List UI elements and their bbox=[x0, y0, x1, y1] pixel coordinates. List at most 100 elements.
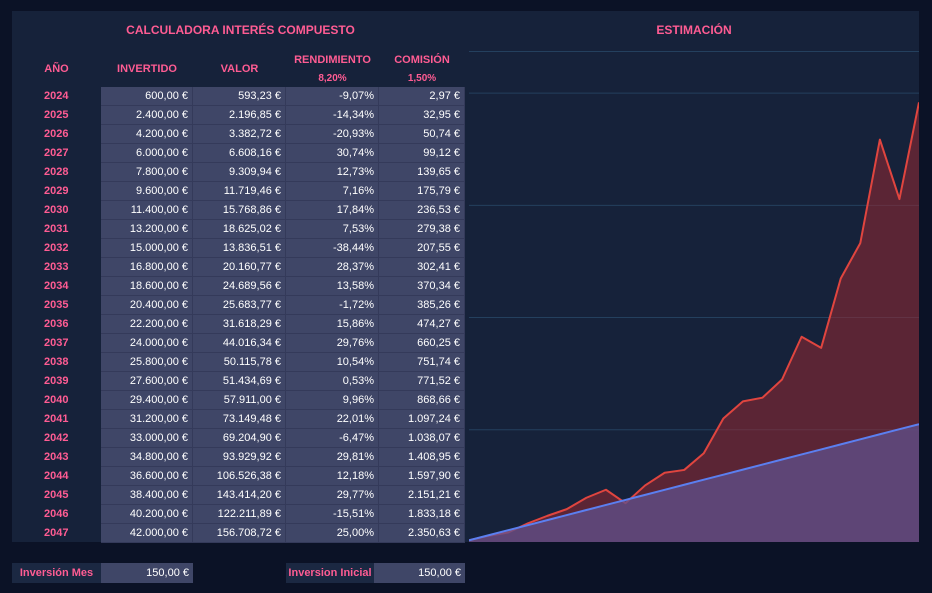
yield-cell: 0,53% bbox=[286, 372, 379, 391]
yield-cell: 9,96% bbox=[286, 391, 379, 410]
table-row: 2028 7.800,00 €9.309,94 €12,73% 139,65 € bbox=[12, 163, 465, 182]
table-row: 2025 2.400,00 €2.196,85 € -14,34% 32,95 € bbox=[12, 106, 465, 125]
invested-cell: 13.200,00 € bbox=[101, 220, 193, 239]
commission-cell: 385,26 € bbox=[379, 296, 465, 315]
yield-cell: -1,72% bbox=[286, 296, 379, 315]
value-cell: 25.683,77 € bbox=[193, 296, 286, 315]
value-cell: 57.911,00 € bbox=[193, 391, 286, 410]
yield-cell: -20,93% bbox=[286, 125, 379, 144]
table-row: 2046 40.200,00 €122.211,89 € -15,51% 1.833,… bbox=[12, 505, 465, 524]
invested-cell: 34.800,00 € bbox=[101, 448, 193, 467]
invested-cell: 20.400,00 € bbox=[101, 296, 193, 315]
invested-series-line bbox=[469, 423, 919, 542]
year-cell: 2033 bbox=[44, 261, 69, 273]
invested-cell: 29.400,00 € bbox=[101, 391, 193, 410]
value-series-line bbox=[469, 102, 919, 542]
commission-cell: 2,97 € bbox=[379, 87, 465, 106]
table-row: 2040 29.400,00 €57.911,00 €9,96% 868,66 € bbox=[12, 391, 465, 410]
yield-cell: 12,73% bbox=[286, 163, 379, 182]
yield-cell: 13,58% bbox=[286, 277, 379, 296]
year-cell: 2043 bbox=[44, 451, 69, 463]
yield-cell: -15,51% bbox=[286, 505, 379, 524]
yield-cell: 25,00% bbox=[286, 524, 379, 543]
yield-cell: -38,44% bbox=[286, 239, 379, 258]
year-cell: 2044 bbox=[44, 470, 69, 482]
year-cell: 2045 bbox=[44, 489, 69, 501]
value-cell: 44.016,34 € bbox=[193, 334, 286, 353]
table-row: 2026 4.200,00 €3.382,72 € -20,93% 50,74 € bbox=[12, 125, 465, 144]
invested-cell: 600,00 € bbox=[101, 87, 193, 106]
initial-investment-input[interactable]: 150,00 € bbox=[374, 563, 465, 583]
commission-cell: 474,27 € bbox=[379, 315, 465, 334]
year-cell: 2040 bbox=[44, 394, 69, 406]
value-cell: 50.115,78 € bbox=[193, 353, 286, 372]
header-invested: INVERTIDO bbox=[117, 63, 177, 75]
yield-cell: 7,16% bbox=[286, 182, 379, 201]
table-row: 2043 34.800,00 €93.929,92 €29,81% 1.408,95… bbox=[12, 448, 465, 467]
monthly-investment-input[interactable]: 150,00 € bbox=[101, 563, 193, 583]
commission-cell: 175,79 € bbox=[379, 182, 465, 201]
year-cell: 2042 bbox=[44, 432, 69, 444]
invested-cell: 7.800,00 € bbox=[101, 163, 193, 182]
value-cell: 18.625,02 € bbox=[193, 220, 286, 239]
table-row: 2031 13.200,00 €18.625,02 €7,53% 279,38 € bbox=[12, 220, 465, 239]
commission-cell: 1.833,18 € bbox=[379, 505, 465, 524]
value-cell: 93.929,92 € bbox=[193, 448, 286, 467]
invested-cell: 4.200,00 € bbox=[101, 125, 193, 144]
invested-cell: 31.200,00 € bbox=[101, 410, 193, 429]
monthly-investment-label: Inversión Mes bbox=[12, 563, 101, 583]
table-row: 2039 27.600,00 €51.434,69 €0,53% 771,52 € bbox=[12, 372, 465, 391]
invested-cell: 18.600,00 € bbox=[101, 277, 193, 296]
value-cell: 13.836,51 € bbox=[193, 239, 286, 258]
table-row: 2036 22.200,00 €31.618,29 €15,86% 474,27 € bbox=[12, 315, 465, 334]
table-row: 2024 600,00 €593,23 € -9,07% 2,97 € bbox=[12, 87, 465, 106]
yield-cell: -6,47% bbox=[286, 429, 379, 448]
invested-cell: 22.200,00 € bbox=[101, 315, 193, 334]
value-cell: 3.382,72 € bbox=[193, 125, 286, 144]
commission-cell: 236,53 € bbox=[379, 201, 465, 220]
value-cell: 11.719,46 € bbox=[193, 182, 286, 201]
yield-cell: 17,84% bbox=[286, 201, 379, 220]
invested-cell: 6.000,00 € bbox=[101, 144, 193, 163]
value-cell: 106.526,38 € bbox=[193, 467, 286, 486]
invested-cell: 2.400,00 € bbox=[101, 106, 193, 125]
value-cell: 20.160,77 € bbox=[193, 258, 286, 277]
commission-cell: 771,52 € bbox=[379, 372, 465, 391]
commission-cell: 32,95 € bbox=[379, 106, 465, 125]
commission-cell: 1.038,07 € bbox=[379, 429, 465, 448]
yield-cell: 29,77% bbox=[286, 486, 379, 505]
commission-cell: 1.097,24 € bbox=[379, 410, 465, 429]
value-cell: 6.608,16 € bbox=[193, 144, 286, 163]
year-cell: 2036 bbox=[44, 318, 69, 330]
invested-cell: 9.600,00 € bbox=[101, 182, 193, 201]
value-cell: 31.618,29 € bbox=[193, 315, 286, 334]
commission-cell: 1.408,95 € bbox=[379, 448, 465, 467]
table-row: 2038 25.800,00 €50.115,78 €10,54% 751,74 € bbox=[12, 353, 465, 372]
value-cell: 156.708,72 € bbox=[193, 524, 286, 543]
year-cell: 2047 bbox=[44, 527, 69, 539]
commission-cell: 868,66 € bbox=[379, 391, 465, 410]
year-cell: 2032 bbox=[44, 242, 69, 254]
yield-cell: 30,74% bbox=[286, 144, 379, 163]
value-cell: 15.768,86 € bbox=[193, 201, 286, 220]
value-cell: 143.414,20 € bbox=[193, 486, 286, 505]
year-cell: 2028 bbox=[44, 166, 69, 178]
table-row: 2032 15.000,00 €13.836,51 € -38,44% 207,55 … bbox=[12, 239, 465, 258]
value-cell: 2.196,85 € bbox=[193, 106, 286, 125]
year-cell: 2035 bbox=[44, 299, 69, 311]
invested-cell: 33.000,00 € bbox=[101, 429, 193, 448]
yield-cell: 10,54% bbox=[286, 353, 379, 372]
invested-cell: 42.000,00 € bbox=[101, 524, 193, 543]
commission-cell: 2.350,63 € bbox=[379, 524, 465, 543]
year-cell: 2030 bbox=[44, 204, 69, 216]
table-row: 2045 38.400,00 €143.414,20 €29,77% 2.151,2… bbox=[12, 486, 465, 505]
initial-investment-label: Inversion Inicial bbox=[286, 563, 374, 583]
yield-cell: 29,76% bbox=[286, 334, 379, 353]
header-yield: RENDIMIENTO bbox=[294, 54, 371, 66]
invested-cell: 38.400,00 € bbox=[101, 486, 193, 505]
value-cell: 51.434,69 € bbox=[193, 372, 286, 391]
value-cell: 593,23 € bbox=[193, 87, 286, 106]
table-row: 2047 42.000,00 €156.708,72 €25,00% 2.350,6… bbox=[12, 524, 465, 543]
year-cell: 2041 bbox=[44, 413, 69, 425]
year-cell: 2025 bbox=[44, 109, 69, 121]
